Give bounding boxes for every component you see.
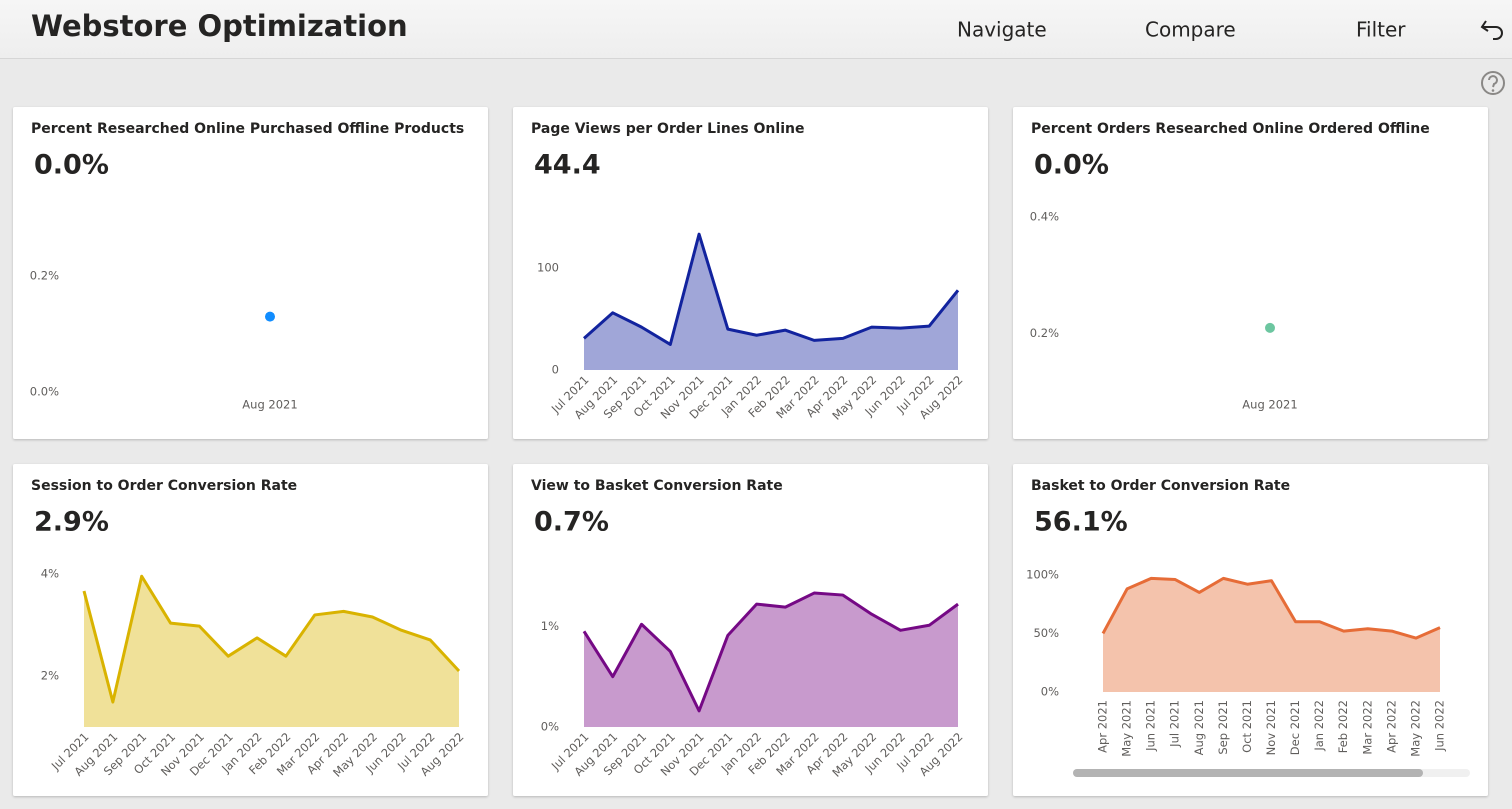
area-line xyxy=(82,574,461,704)
y-tick-label: 0.0% xyxy=(30,385,59,399)
card-background xyxy=(1013,107,1488,439)
card-title: Basket to Order Conversion Rate xyxy=(1031,478,1290,494)
x-tick-label: Aug 2021 xyxy=(1242,398,1297,412)
help-button[interactable] xyxy=(1481,71,1505,95)
y-tick-label: 0% xyxy=(541,720,559,734)
x-tick-label: May 2022 xyxy=(1408,700,1422,757)
nav-item[interactable]: Navigate xyxy=(957,18,1047,42)
y-tick-label: 50% xyxy=(1033,626,1059,640)
nav-item[interactable]: Filter xyxy=(1356,18,1406,42)
x-tick-label: Jan 2022 xyxy=(1312,700,1326,752)
card-background xyxy=(13,107,488,439)
area-fill xyxy=(1103,578,1440,692)
card-title: Percent Orders Researched Online Ordered… xyxy=(1031,121,1430,137)
card: Session to Order Conversion Rate 2.9% 2% 4%… xyxy=(13,464,488,796)
undo-button[interactable] xyxy=(1480,20,1503,40)
x-tick-label: Sep 2021 xyxy=(1216,700,1230,755)
card: Percent Researched Online Purchased Offl… xyxy=(13,107,488,439)
card-title: Session to Order Conversion Rate xyxy=(31,478,297,494)
kpi-value: 44.4 xyxy=(534,150,601,181)
nav-item[interactable]: Compare xyxy=(1145,18,1236,42)
kpi-value: 2.9% xyxy=(34,507,109,538)
x-tick-label: Jun 2021 xyxy=(1144,700,1158,752)
data-point xyxy=(1265,322,1275,333)
x-tick-label: Oct 2021 xyxy=(1240,700,1254,753)
x-tick-label: Mar 2022 xyxy=(1360,700,1374,755)
y-tick-label: 4% xyxy=(41,567,59,581)
area-fill xyxy=(84,576,459,727)
kpi-value: 56.1% xyxy=(1034,507,1128,538)
card-title: Percent Researched Online Purchased Offl… xyxy=(31,121,464,137)
x-tick-label: Aug 2021 xyxy=(1192,700,1206,755)
x-tick-label: Jun 2022 xyxy=(1433,700,1447,752)
area-line xyxy=(582,591,959,713)
x-tick-label: Nov 2021 xyxy=(1264,700,1278,755)
card: Basket to Order Conversion Rate 56.1% 0% 50… xyxy=(1013,464,1488,796)
app-title: Webstore Optimization xyxy=(31,9,408,43)
y-tick-label: 0.2% xyxy=(1030,326,1059,340)
y-tick-label: 0.4% xyxy=(1030,210,1059,224)
x-tick-label: Jul 2021 xyxy=(1168,700,1182,748)
card-title: Page Views per Order Lines Online xyxy=(531,121,804,137)
area-line xyxy=(1101,576,1441,640)
y-tick-label: 0 xyxy=(552,363,559,377)
y-tick-label: 0% xyxy=(1041,685,1059,699)
y-tick-label: 2% xyxy=(41,669,59,683)
kpi-value: 0.0% xyxy=(1034,150,1109,181)
kpi-value: 0.0% xyxy=(34,150,109,181)
x-tick-label: Apr 2022 xyxy=(1384,700,1398,753)
y-tick-label: 0.2% xyxy=(30,269,59,283)
header-bar xyxy=(0,0,1512,58)
area-fill xyxy=(584,593,958,727)
y-tick-label: 100% xyxy=(1026,567,1059,581)
area-fill xyxy=(584,234,958,370)
card-title: View to Basket Conversion Rate xyxy=(531,478,783,494)
y-tick-label: 100 xyxy=(537,260,559,274)
scrollbar-thumb[interactable] xyxy=(1073,769,1423,777)
kpi-value: 0.7% xyxy=(534,507,609,538)
x-tick-label: Aug 2021 xyxy=(242,398,297,412)
card: View to Basket Conversion Rate0.7%0%1%Ju… xyxy=(513,464,988,796)
y-tick-label: 1% xyxy=(541,619,559,633)
card: Page Views per Order Lines Online 44.4 0 10… xyxy=(513,107,988,439)
area-line xyxy=(583,232,960,346)
x-tick-label: Feb 2022 xyxy=(1336,700,1350,753)
x-tick-label: Dec 2021 xyxy=(1288,700,1302,755)
data-point xyxy=(265,311,275,322)
x-tick-label: May 2021 xyxy=(1120,700,1134,757)
x-tick-label: Apr 2021 xyxy=(1096,700,1110,753)
card: Percent Orders Researched Online Ordered… xyxy=(1013,107,1488,439)
